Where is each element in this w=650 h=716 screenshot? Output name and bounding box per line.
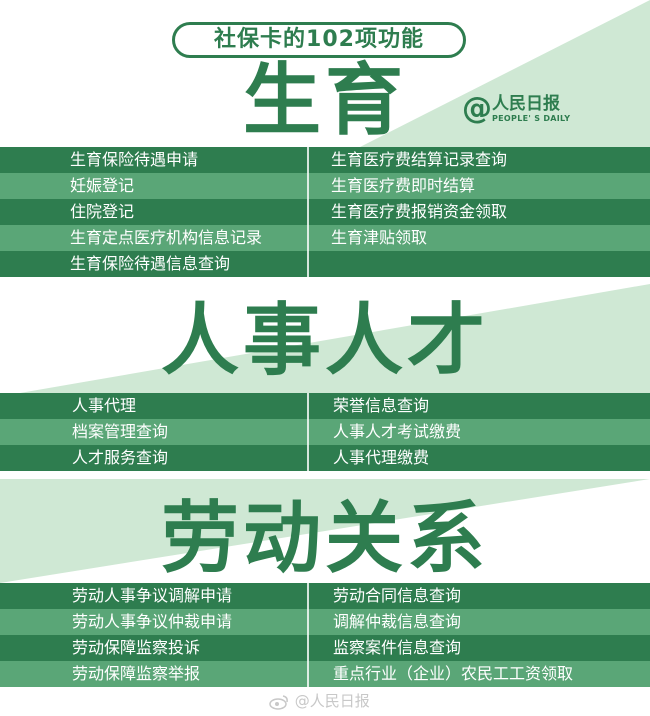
- row-left-item: 档案管理查询: [72, 422, 169, 441]
- row-right-item: 调解仲裁信息查询: [333, 612, 462, 631]
- column-divider: [307, 583, 309, 609]
- logo-at-icon: @: [462, 91, 492, 126]
- row-left-item: 住院登记: [70, 202, 135, 221]
- logo-subtitle: PEOPLE' S DAILY: [492, 114, 571, 123]
- column-divider: [307, 225, 309, 251]
- table-row: 妊娠登记 生育医疗费即时结算: [0, 173, 650, 199]
- column-divider: [307, 173, 309, 199]
- watermark-text: @人民日报: [294, 692, 370, 710]
- row-left-item: 生育保险待遇信息查询: [70, 254, 231, 273]
- table-row: 人才服务查询 人事代理缴费: [0, 445, 650, 471]
- row-right-item: 生育医疗费报销资金领取: [331, 202, 508, 221]
- column-divider: [307, 393, 309, 419]
- section-title-renshi: 人事人才: [160, 296, 489, 386]
- row-left-item: 妊娠登记: [70, 176, 135, 195]
- section-renshi-table: 人事代理 荣誉信息查询 档案管理查询 人事人才考试缴费 人才服务查询 人事代理缴…: [0, 393, 650, 471]
- table-row: 档案管理查询 人事人才考试缴费: [0, 419, 650, 445]
- column-divider: [307, 199, 309, 225]
- table-row: 人事代理 荣誉信息查询: [0, 393, 650, 419]
- row-left-item: 人才服务查询: [72, 448, 169, 467]
- row-left-item: 劳动保障监察投诉: [72, 638, 201, 657]
- row-left-item: 劳动保障监察举报: [72, 664, 201, 683]
- row-left-item: 劳动人事争议仲裁申请: [72, 612, 233, 631]
- column-divider: [307, 661, 309, 687]
- title-pill-text: 社保卡的102项功能: [214, 27, 424, 52]
- row-right-item: 人事人才考试缴费: [333, 422, 462, 441]
- column-divider: [307, 635, 309, 661]
- table-row: 劳动人事争议调解申请 劳动合同信息查询: [0, 583, 650, 609]
- table-row: 劳动保障监察投诉 监察案件信息查询: [0, 635, 650, 661]
- column-divider: [307, 147, 309, 173]
- column-divider: [307, 419, 309, 445]
- row-left-item: 人事代理: [72, 396, 137, 415]
- title-pill: 社保卡的102项功能: [172, 22, 466, 58]
- row-right-item: 荣誉信息查询: [333, 396, 430, 415]
- section-title-shengyu: 生育: [242, 56, 407, 146]
- column-divider: [307, 445, 309, 471]
- table-row: 劳动保障监察举报 重点行业（企业）农民工工资领取: [0, 661, 650, 687]
- column-divider: [307, 251, 309, 277]
- weibo-watermark: @人民日报: [268, 690, 370, 712]
- row-right-item: 监察案件信息查询: [333, 638, 462, 657]
- row-left-item: 生育定点医疗机构信息记录: [70, 228, 263, 247]
- table-row: 生育保险待遇申请 生育医疗费结算记录查询: [0, 147, 650, 173]
- table-row: 生育定点医疗机构信息记录 生育津贴领取: [0, 225, 650, 251]
- weibo-icon: [269, 694, 288, 710]
- row-right-item: 生育医疗费即时结算: [331, 176, 476, 195]
- section-title-laodong: 劳动关系: [160, 494, 489, 584]
- row-right-item: 生育医疗费结算记录查询: [331, 150, 508, 169]
- logo-name: 人民日报: [492, 94, 560, 114]
- table-row: 生育保险待遇信息查询: [0, 251, 650, 277]
- table-row: 劳动人事争议仲裁申请 调解仲裁信息查询: [0, 609, 650, 635]
- row-right-item: 重点行业（企业）农民工工资领取: [333, 664, 574, 683]
- row-right-item: 人事代理缴费: [333, 448, 430, 467]
- row-right-item: 劳动合同信息查询: [333, 586, 462, 605]
- section-laodong-table: 劳动人事争议调解申请 劳动合同信息查询 劳动人事争议仲裁申请 调解仲裁信息查询 …: [0, 583, 650, 687]
- peoples-daily-logo: @ 人民日报 PEOPLE' S DAILY: [462, 92, 582, 128]
- row-left-item: 生育保险待遇申请: [70, 150, 199, 169]
- table-row: 住院登记 生育医疗费报销资金领取: [0, 199, 650, 225]
- column-divider: [307, 609, 309, 635]
- section-shengyu-table: 生育保险待遇申请 生育医疗费结算记录查询 妊娠登记 生育医疗费即时结算 住院登记…: [0, 147, 650, 277]
- row-left-item: 劳动人事争议调解申请: [72, 586, 233, 605]
- row-right-item: 生育津贴领取: [331, 228, 428, 247]
